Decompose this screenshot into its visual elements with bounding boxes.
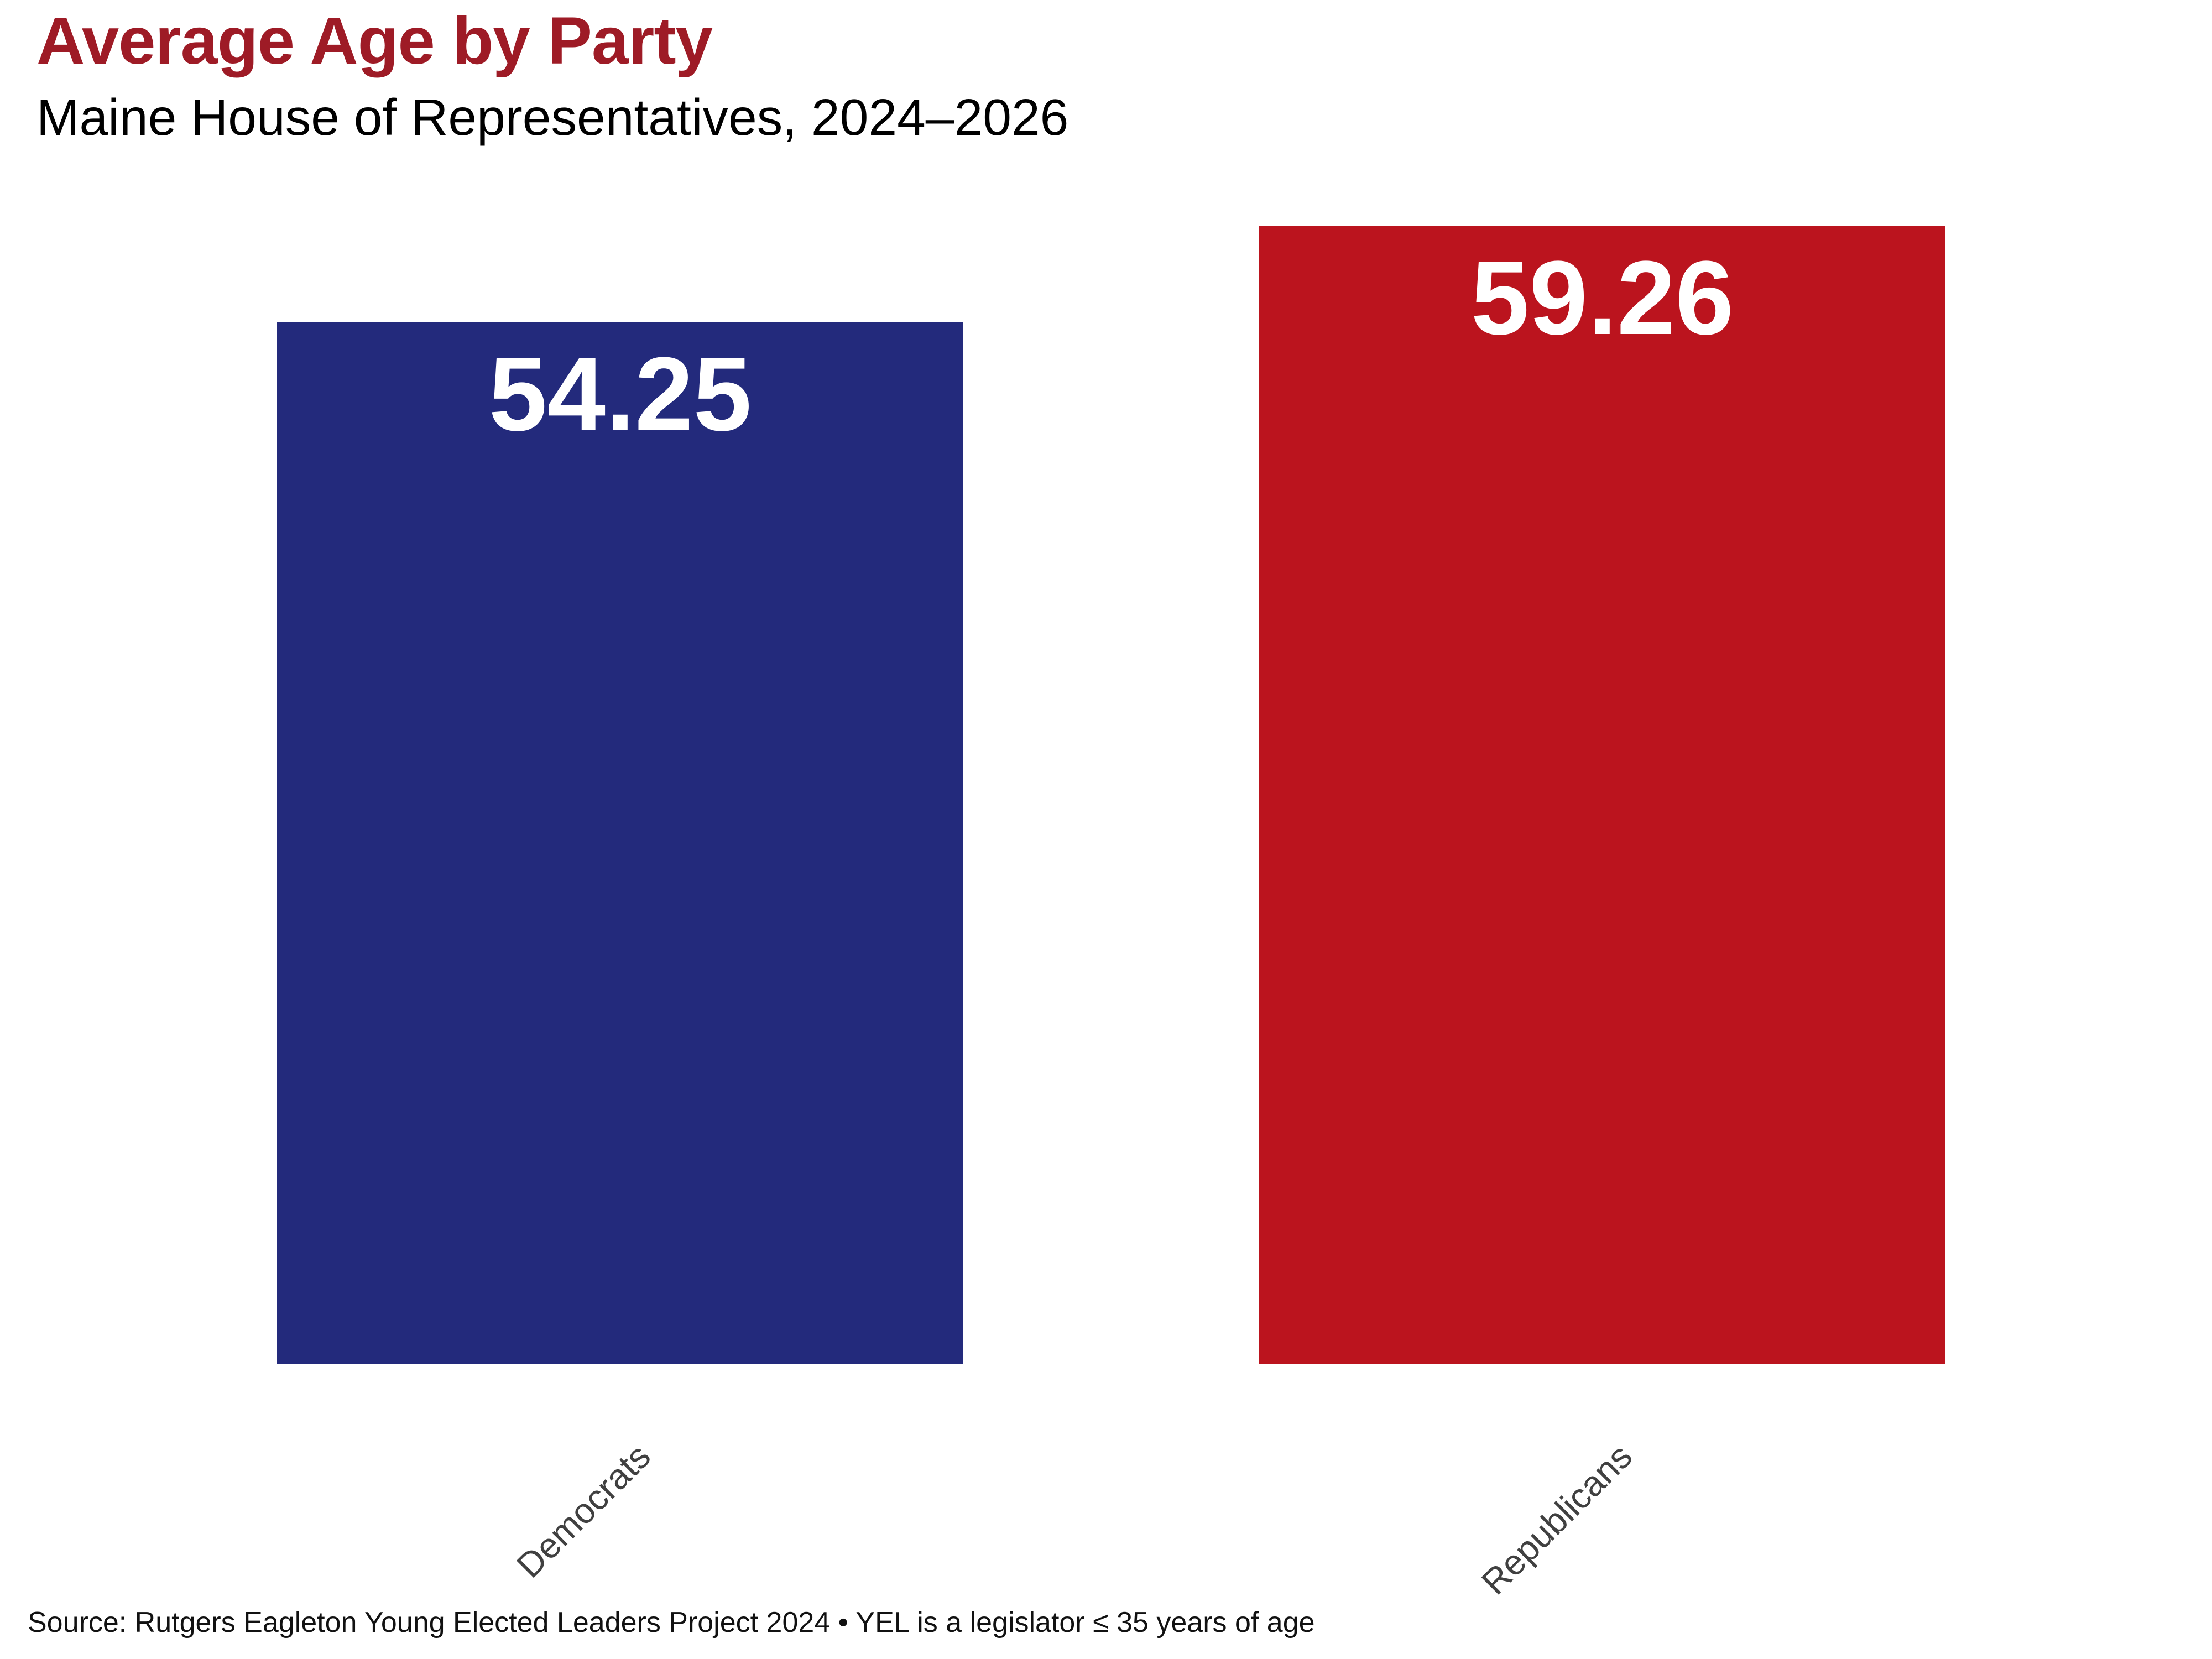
bar-democrats: 54.25 [277,322,963,1364]
bar-republicans-value-label: 59.26 [1470,239,1734,357]
chart-subtitle: Maine House of Representatives, 2024–202… [36,88,1069,146]
bar-republicans: 59.26 [1259,226,1945,1364]
source-note: Source: Rutgers Eagleton Young Elected L… [28,1606,1315,1639]
x-axis-label-republicans: Republicans [1474,1436,1640,1603]
bar-democrats-value-label: 54.25 [488,336,752,453]
chart-title: Average Age by Party [36,3,713,78]
